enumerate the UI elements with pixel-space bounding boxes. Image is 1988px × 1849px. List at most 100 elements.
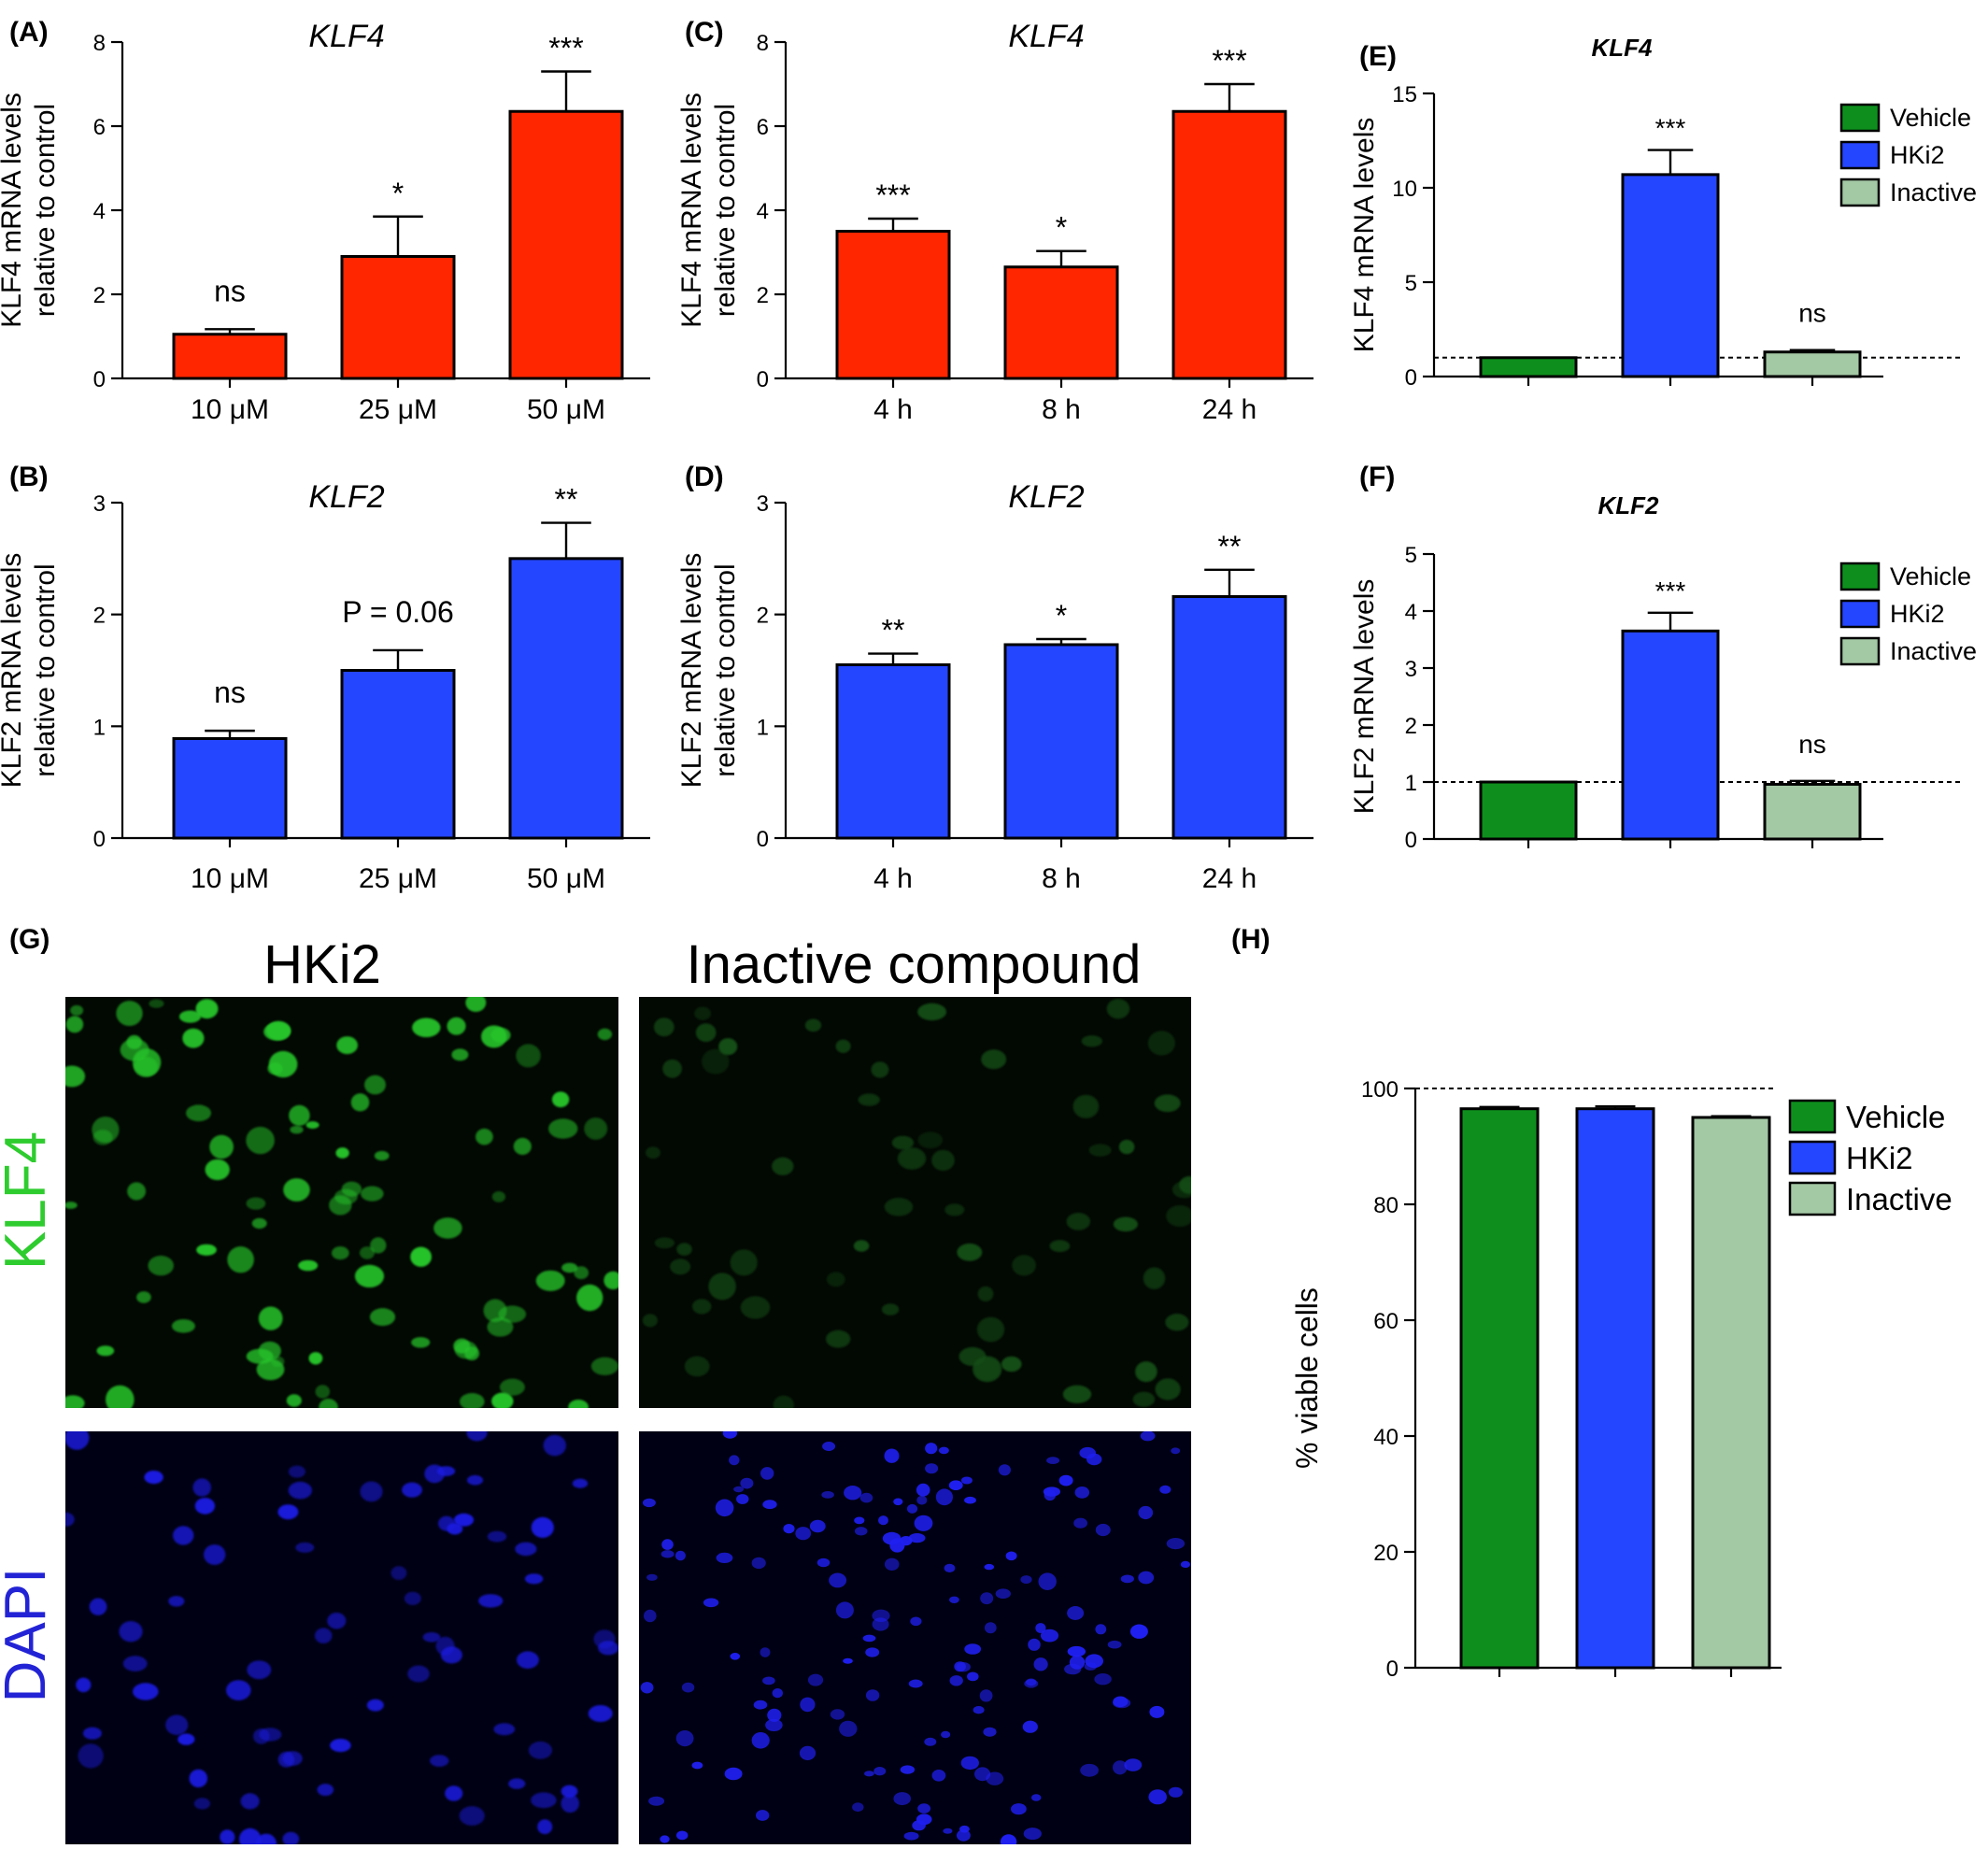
cell-nucleus [830,1709,845,1720]
cell-nucleus [119,1621,143,1643]
cell-nucleus [466,1431,488,1442]
cell-nucleus [240,1793,260,1810]
y-tick-label: 40 [1373,1425,1399,1450]
cell-nucleus [1067,1606,1085,1620]
cell-nucleus [799,1745,816,1760]
cell-nucleus [189,1769,208,1788]
cell-nucleus [1113,1760,1128,1775]
cell-nucleus [1180,1560,1190,1568]
cell-nucleus [1028,1638,1041,1651]
cell-nucleus [724,1767,743,1781]
micrograph-klf4-inactive [639,997,1191,1408]
cell-nucleus [186,1104,211,1122]
y-tick-label: 4 [757,199,769,224]
cell-nucleus [561,1262,578,1273]
cell-nucleus [858,1093,880,1106]
bar [1763,782,1862,841]
cell-nucleus [96,1345,115,1357]
bar [835,663,951,840]
cell-nucleus [640,1682,654,1694]
cell-nucleus [676,1830,689,1841]
cell-nucleus [1046,1457,1060,1464]
cell-nucleus [854,1516,865,1525]
y-axis-label: relative to control [710,104,741,317]
chart-a: KLF4 KLF4 mRNA levels relative to control 0… [0,19,650,425]
panel-letter: (G) [9,924,50,955]
bar [1003,265,1119,380]
micrograph-row-label: DAPI [0,1568,58,1703]
cell-nucleus [1040,1629,1059,1643]
cell-nucleus [1069,1655,1086,1670]
cell-nucleus [336,1036,358,1055]
cell-nucleus [65,1202,78,1209]
cell-nucleus [1095,1624,1107,1635]
cell-nucleus [574,1266,589,1280]
cell-nucleus [862,1634,876,1643]
cell-nucleus [282,1831,300,1844]
cell-nucleus [374,1150,390,1161]
cell-nucleus [944,1563,956,1572]
x-tick-label: 50 μM [527,394,605,425]
cell-nucleus [327,1613,347,1629]
y-tick-label: 2 [1405,714,1417,739]
cell-nucleus [674,1550,686,1561]
cell-nucleus [644,1609,657,1623]
chart-b: KLF2 KLF2 mRNA levels relative to control 0… [0,479,650,894]
cell-nucleus [998,1464,1011,1476]
cell-nucleus [508,1778,526,1789]
legend-swatch [1839,178,1881,207]
cell-nucleus [136,1291,151,1303]
cell-nucleus [772,1688,783,1699]
cell-nucleus [884,1198,914,1216]
x-tick-label: 24 h [1202,863,1257,894]
x-tick-label: 10 μM [191,863,269,894]
cell-nucleus [756,1810,770,1821]
cell-nucleus [308,1352,323,1365]
cell-nucleus [1120,1574,1134,1584]
cell-nucleus [122,1656,148,1671]
cell-nucleus [903,1831,919,1841]
cell-nucleus [1106,999,1130,1019]
cell-nucleus [89,1598,107,1615]
cell-nucleus [465,997,487,1012]
cell-nucleus [843,1657,853,1664]
cell-nucleus [695,1023,717,1043]
cell-nucleus [924,1737,937,1746]
significance-label: * [1056,211,1067,245]
significance-label: *** [1655,114,1686,143]
y-tick-label: 4 [93,199,106,224]
cell-nucleus [1058,1474,1073,1486]
cell-nucleus [513,1137,532,1156]
cell-nucleus [288,1481,312,1500]
cell-nucleus [1155,1378,1181,1401]
cell-nucleus [1079,1446,1096,1459]
cell-nucleus [938,1446,949,1455]
cell-nucleus [584,1117,608,1140]
cell-nucleus [873,1767,887,1776]
cell-nucleus [878,1515,888,1526]
cell-nucleus [572,1478,589,1488]
bar [1003,643,1119,840]
cell-nucleus [341,1181,362,1197]
significance-label: *** [1212,44,1246,78]
legend-swatch [1839,140,1881,170]
y-axis-label: relative to control [30,563,61,776]
y-axis-label: KLF2 mRNA levels [1349,579,1380,815]
cell-nucleus [1026,1678,1037,1686]
legend-swatch [1788,1099,1837,1134]
cell-nucleus [702,1048,730,1074]
legend-label: Vehicle [1890,104,1971,132]
cell-nucleus [412,1017,441,1038]
cell-nucleus [1107,1640,1122,1649]
cell-nucleus [1072,1094,1100,1118]
cell-nucleus [941,1730,951,1739]
cell-nucleus [361,1186,384,1202]
cell-nucleus [1166,1204,1191,1228]
cell-nucleus [1138,1505,1154,1520]
cell-nucleus [943,1828,953,1834]
cell-nucleus [290,1125,304,1134]
cell-nucleus [604,1271,618,1290]
cell-nucleus [65,1512,75,1527]
bar [1172,109,1287,380]
x-tick-label: 10 μM [191,394,269,425]
